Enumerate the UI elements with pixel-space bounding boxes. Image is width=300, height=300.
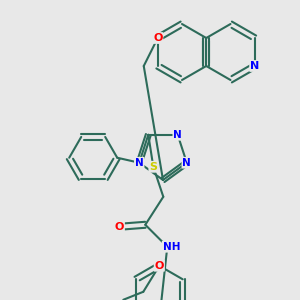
Text: O: O (154, 261, 164, 271)
Text: N: N (135, 158, 144, 168)
Text: S: S (149, 162, 157, 172)
Text: NH: NH (163, 242, 180, 252)
Text: O: O (153, 33, 162, 43)
Text: N: N (173, 130, 182, 140)
Text: N: N (250, 61, 260, 71)
Text: O: O (115, 222, 124, 232)
Text: N: N (182, 158, 191, 168)
